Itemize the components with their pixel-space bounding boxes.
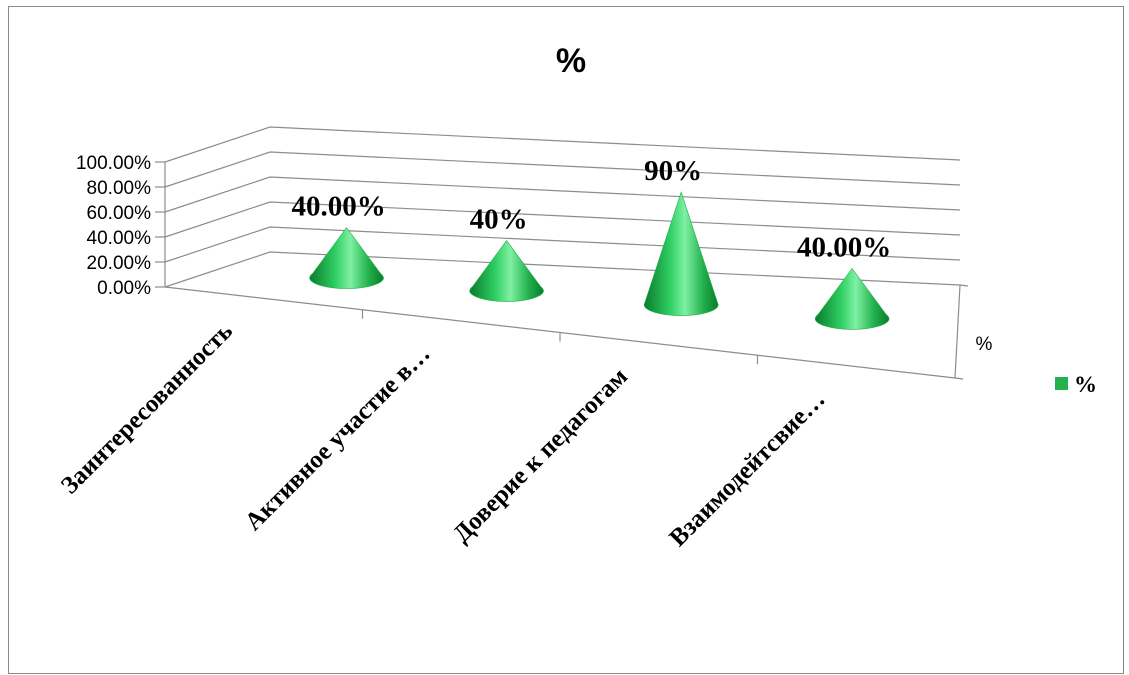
- data-label: 40.00%: [797, 231, 891, 263]
- cones: [309, 191, 890, 330]
- depth-axis-label: %: [976, 334, 993, 355]
- data-labels: 40.00% 40% 90% 40.00%: [291, 155, 891, 263]
- y-tick-label: 20.00%: [87, 253, 152, 274]
- chart-title: %: [556, 42, 586, 80]
- data-label: 40.00%: [291, 191, 385, 223]
- depth-tick-mark: [954, 377, 964, 380]
- gridline: [164, 201, 961, 238]
- gridline: [164, 176, 961, 213]
- cone-bar: [469, 240, 544, 302]
- data-label: 40%: [470, 204, 528, 236]
- cone-bar: [309, 227, 384, 289]
- cone-body: [643, 191, 719, 316]
- category-label: Заинтересованность: [56, 318, 238, 500]
- category-label: Взаимодейтсвие…: [664, 386, 830, 552]
- y-axis: 0.00% 20.00% 40.00% 60.00% 80.00% 100.00%: [76, 153, 151, 299]
- cone-body: [469, 240, 544, 302]
- category-label: Доверие к педагогам: [448, 363, 633, 548]
- cone-bar: [814, 267, 890, 330]
- cone-body: [309, 227, 384, 289]
- y-tick-label: 80.00%: [87, 178, 152, 199]
- gridline: [164, 226, 961, 263]
- legend: %: [1055, 372, 1097, 397]
- legend-label: %: [1074, 372, 1097, 397]
- gridline: [164, 251, 961, 288]
- cone-body: [814, 267, 890, 330]
- gridline: [164, 126, 961, 163]
- depth-axis-line: [954, 284, 961, 379]
- y-tick-label: 40.00%: [87, 228, 152, 249]
- chart-frame: [8, 6, 1124, 674]
- legend-swatch: [1055, 377, 1068, 390]
- data-label: 90%: [644, 155, 702, 187]
- gridline: [164, 151, 961, 188]
- gridlines: [155, 126, 969, 380]
- cone-bar: [643, 191, 719, 316]
- x-axis: Заинтересованность Активное участие в… Дов…: [56, 318, 830, 552]
- y-tick-label: 100.00%: [76, 153, 151, 174]
- y-tick-label: 0.00%: [97, 278, 151, 299]
- category-label: Активное участие в…: [240, 340, 436, 536]
- depth-tick-mark: [959, 284, 969, 287]
- y-tick-label: 60.00%: [87, 203, 152, 224]
